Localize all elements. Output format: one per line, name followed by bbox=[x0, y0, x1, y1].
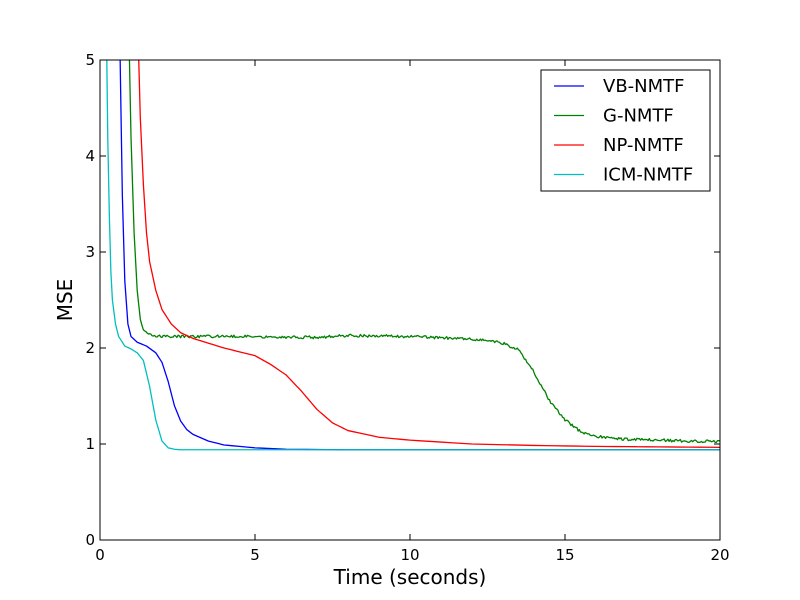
series-line-g-nmtf bbox=[128, 60, 720, 444]
x-tick-label: 20 bbox=[710, 546, 729, 564]
y-tick-label: 1 bbox=[85, 435, 95, 453]
x-tick-label: 15 bbox=[555, 546, 574, 564]
series-layer bbox=[106, 60, 720, 451]
x-tick-label: 0 bbox=[95, 546, 105, 564]
y-tick-label: 0 bbox=[85, 531, 95, 549]
x-axis-label: Time (seconds) bbox=[333, 565, 487, 589]
x-tick-label: 10 bbox=[400, 546, 419, 564]
legend-label-icm-nmtf: ICM-NMTF bbox=[603, 165, 693, 186]
y-tick-label: 4 bbox=[85, 147, 95, 165]
legend-label-g-nmtf: G-NMTF bbox=[603, 106, 674, 127]
x-tick-label: 5 bbox=[250, 546, 260, 564]
series-line-icm-nmtf bbox=[106, 60, 720, 451]
ticks-layer: 0 5 10 15 20 0 1 2 3 4 5 bbox=[85, 51, 729, 564]
series-line-np-nmtf bbox=[138, 60, 720, 449]
y-axis-label: MSE bbox=[53, 279, 77, 322]
y-tick-label: 3 bbox=[85, 243, 95, 261]
legend-box bbox=[540, 69, 711, 192]
legend-label-vb-nmtf: VB-NMTF bbox=[603, 76, 685, 97]
legend-label-np-nmtf: NP-NMTF bbox=[603, 135, 684, 156]
y-tick-label: 2 bbox=[85, 339, 95, 357]
y-tick-label: 5 bbox=[85, 51, 95, 69]
legend: VB-NMTF G-NMTF NP-NMTF ICM-NMTF bbox=[540, 69, 711, 192]
